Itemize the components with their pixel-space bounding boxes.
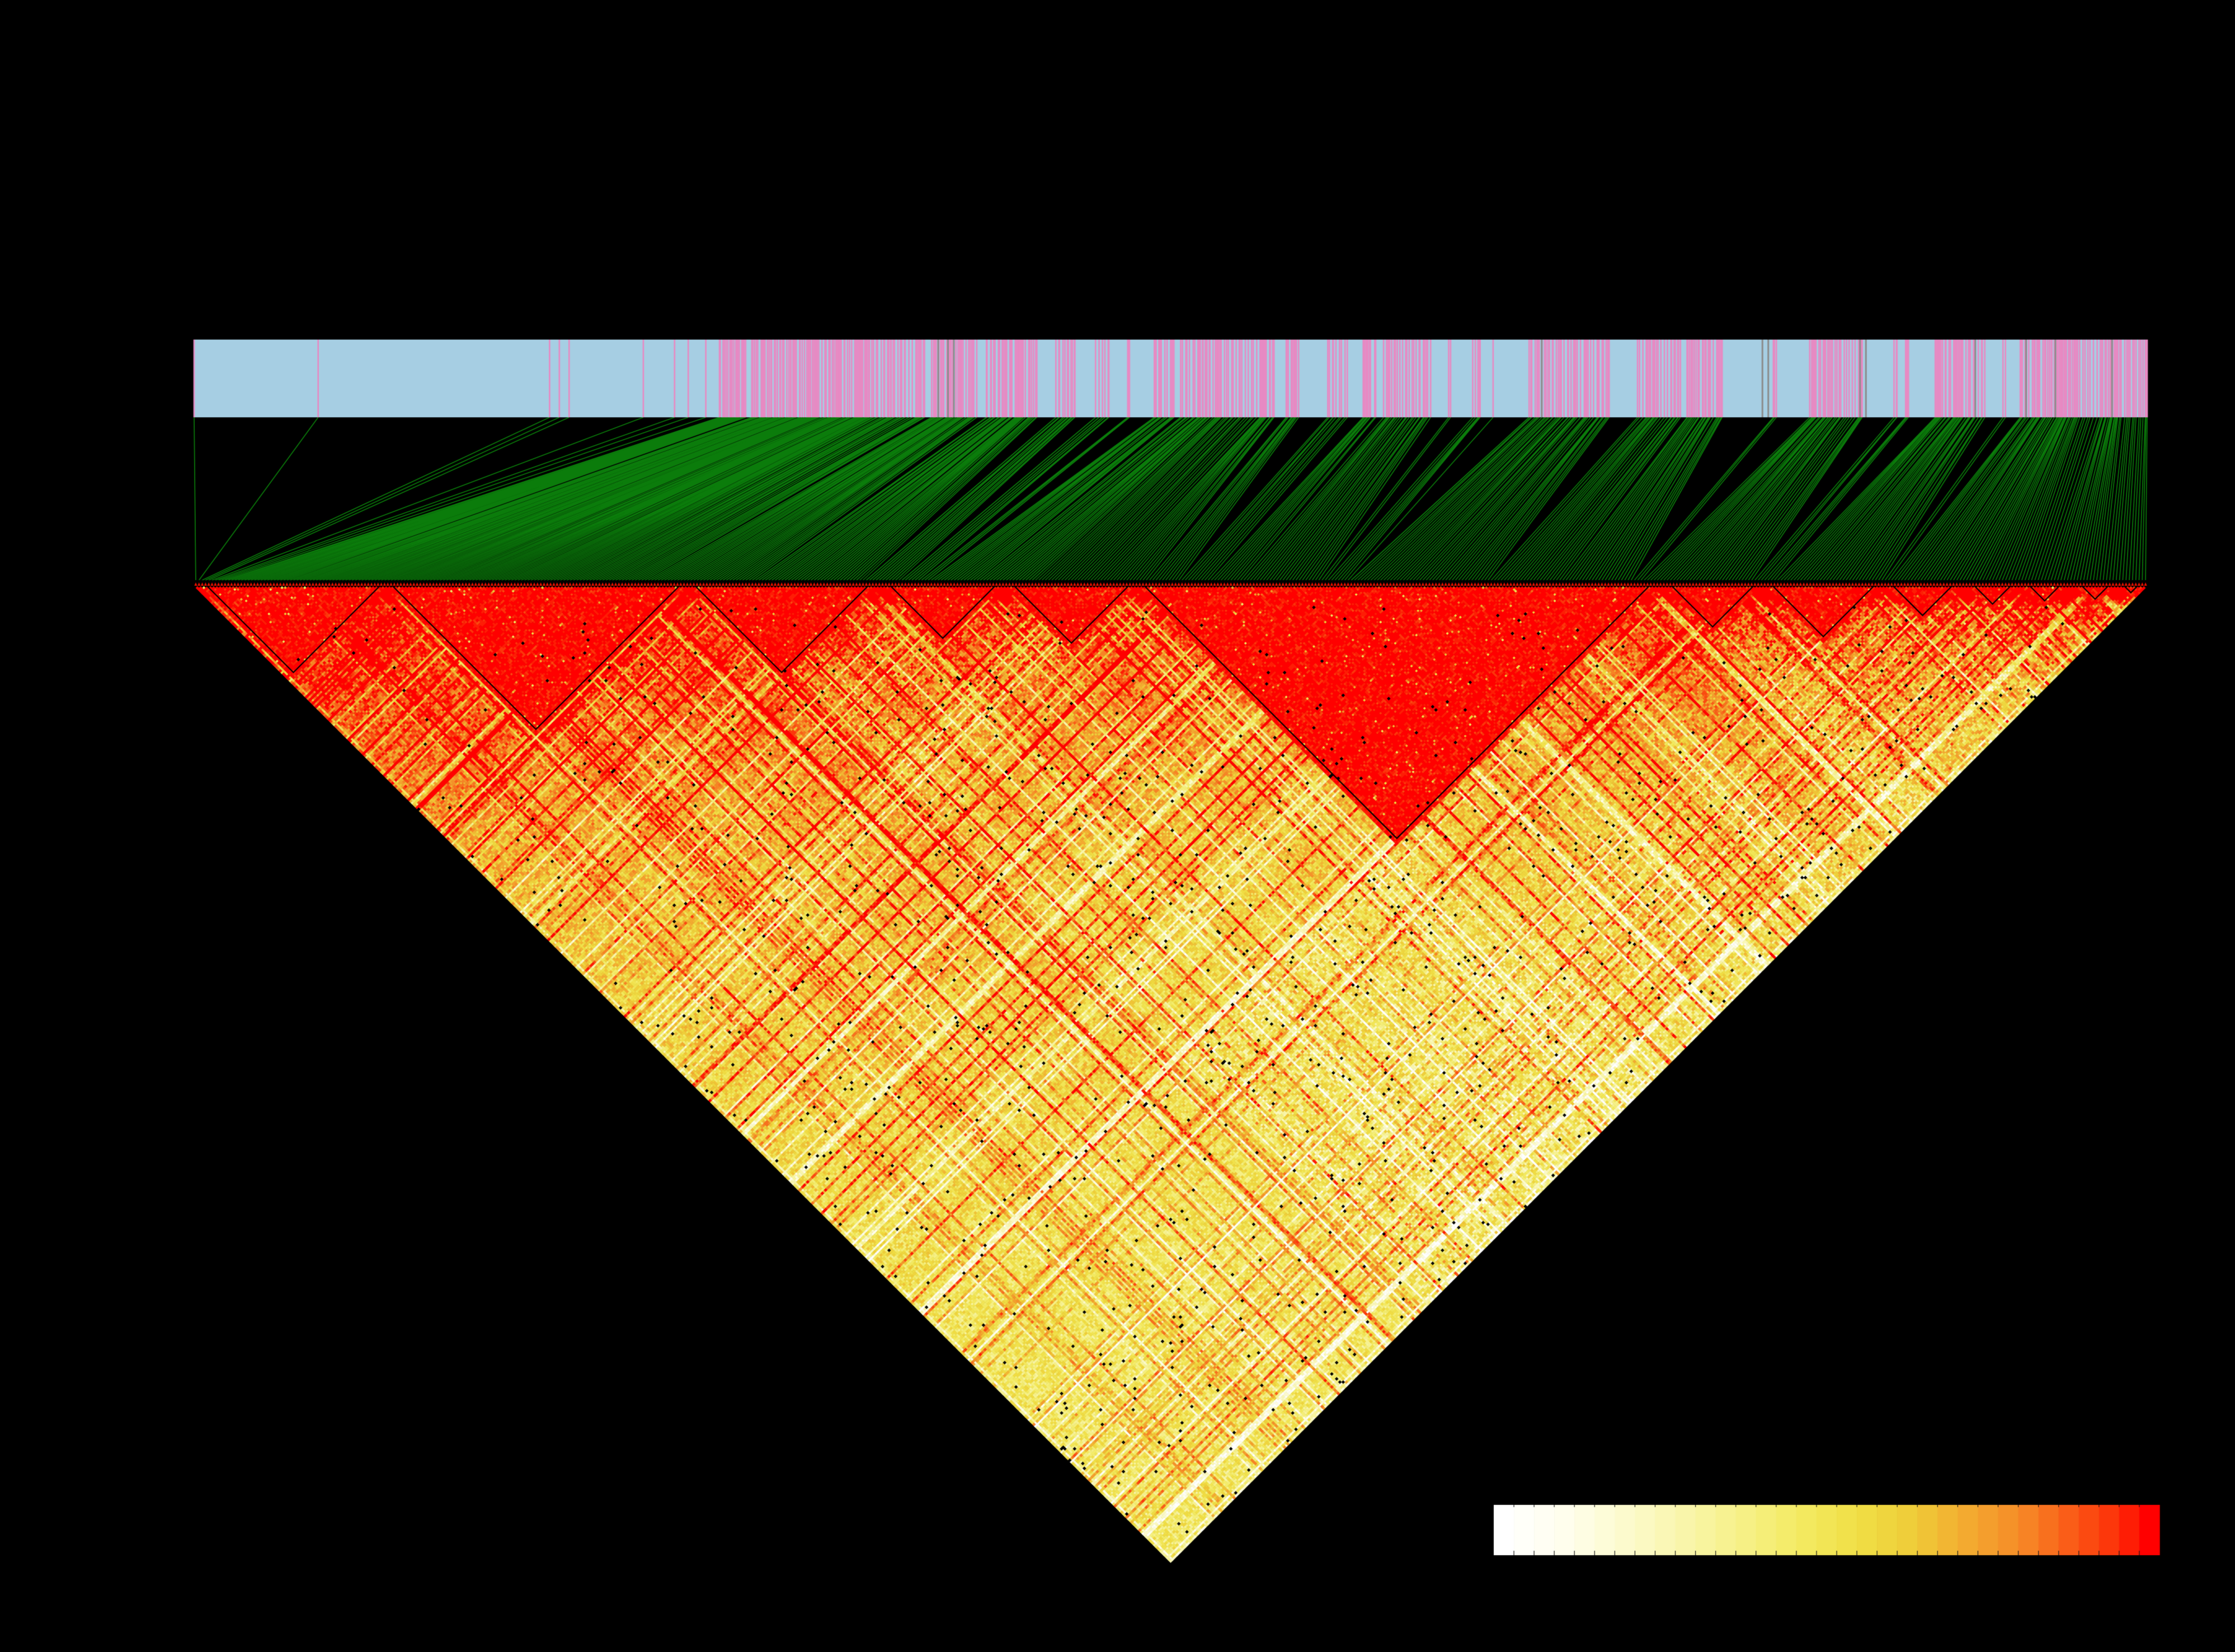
ld-heatmap-canvas bbox=[0, 0, 2235, 1652]
ld-plot-figure bbox=[0, 0, 2235, 1652]
